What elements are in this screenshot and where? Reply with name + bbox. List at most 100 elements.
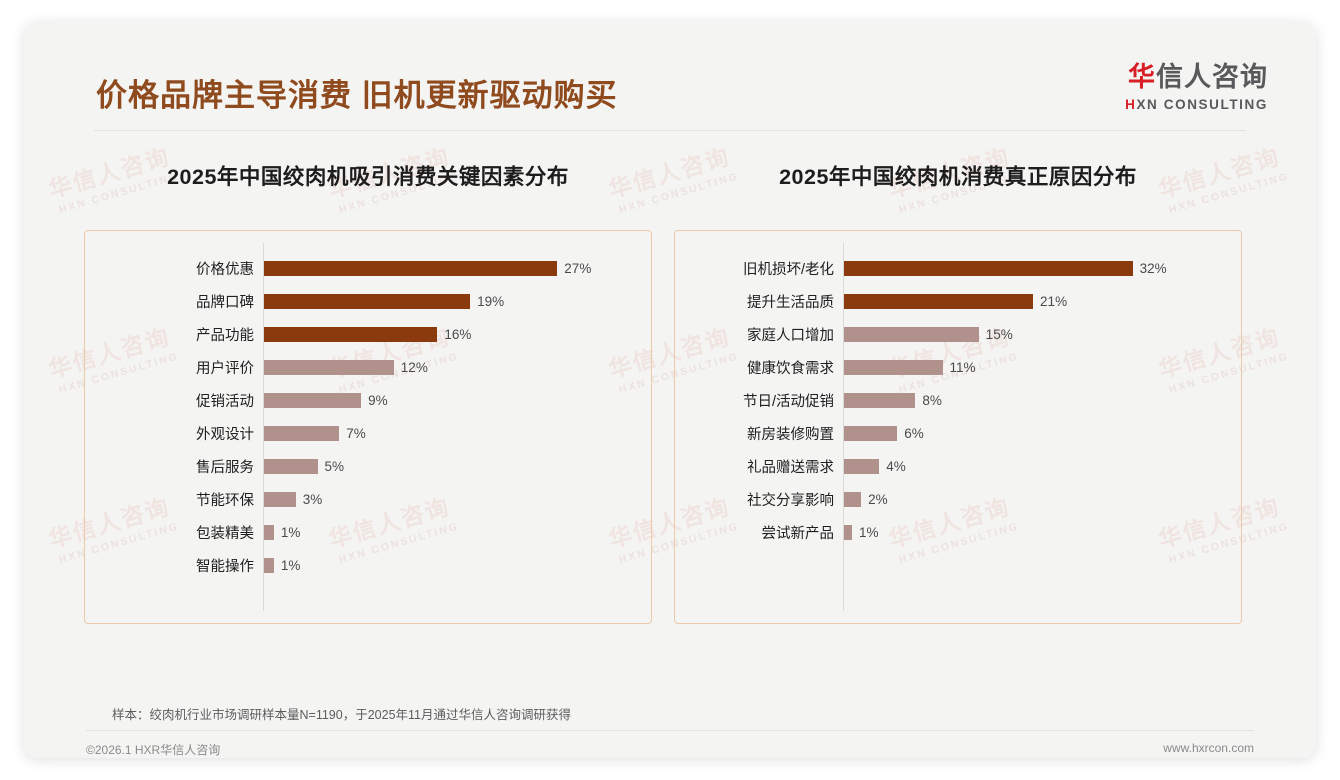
bar-value-label: 19% bbox=[477, 294, 505, 309]
logo-en-prefix: H bbox=[1125, 97, 1137, 112]
bar-category-label: 礼品赠送需求 bbox=[747, 460, 834, 476]
bar-value-label: 12% bbox=[400, 360, 428, 375]
footer-copyright: ©2026.1 HXR华信人咨询 bbox=[86, 743, 221, 757]
bar-track: 4% bbox=[843, 450, 1241, 483]
footer-website: www.hxrcon.com bbox=[1163, 741, 1254, 755]
bar-fill bbox=[263, 492, 296, 507]
footer-divider bbox=[86, 730, 1254, 731]
bar-value-label: 15% bbox=[985, 327, 1013, 342]
bar-row: 新房装修购置 6% bbox=[675, 417, 1241, 450]
bar-category-label: 价格优惠 bbox=[196, 262, 254, 278]
bar-category-label: 品牌口碑 bbox=[196, 295, 254, 311]
bar-category-label: 智能操作 bbox=[196, 559, 254, 575]
bar-track: 2% bbox=[843, 483, 1241, 516]
bar-value-label: 11% bbox=[949, 360, 976, 375]
bar-list-right: 旧机损坏/老化 32% 提升生活品质 21% 家庭人口增加 15% 健康饮食需求 11% 节日/… bbox=[675, 252, 1241, 549]
bar-value-label: 1% bbox=[280, 525, 301, 540]
bar-category-label: 尝试新产品 bbox=[761, 526, 835, 542]
logo-chinese-text: 华信人咨询 bbox=[1125, 64, 1268, 91]
bar-row: 产品功能 16% bbox=[85, 318, 651, 351]
bar-track: 27% bbox=[263, 252, 651, 285]
bar-fill bbox=[263, 327, 438, 342]
bar-row: 外观设计 7% bbox=[85, 417, 651, 450]
chart-panel-left: 2025年中国绞肉机吸引消费关键因素分布 价格优惠 27% 品牌口碑 19% 产品功能 1… bbox=[84, 160, 652, 624]
bar-value-label: 1% bbox=[280, 558, 301, 573]
bar-track: 8% bbox=[843, 384, 1241, 417]
bar-row: 价格优惠 27% bbox=[85, 252, 651, 285]
bar-track: 1% bbox=[263, 549, 651, 582]
logo-cn-prefix: 华 bbox=[1128, 62, 1156, 92]
bar-track: 1% bbox=[263, 516, 651, 549]
bar-value-label: 27% bbox=[564, 261, 592, 276]
bar-track: 16% bbox=[263, 318, 651, 351]
bar-fill bbox=[263, 261, 558, 276]
bar-value-label: 6% bbox=[904, 426, 924, 441]
bar-fill bbox=[263, 360, 394, 375]
bar-category-label: 促销活动 bbox=[196, 394, 254, 410]
bar-track: 12% bbox=[263, 351, 651, 384]
bar-category-label: 旧机损坏/老化 bbox=[742, 262, 834, 278]
bar-category-label: 产品功能 bbox=[196, 328, 254, 344]
bar-track: 9% bbox=[263, 384, 651, 417]
bar-fill bbox=[843, 426, 898, 441]
bar-category-label: 健康饮食需求 bbox=[747, 361, 834, 377]
bar-row: 家庭人口增加 15% bbox=[675, 318, 1241, 351]
bar-category-label: 提升生活品质 bbox=[747, 295, 834, 311]
bar-row: 包装精美 1% bbox=[85, 516, 651, 549]
bar-category-label: 包装精美 bbox=[196, 526, 254, 542]
bar-row: 提升生活品质 21% bbox=[675, 285, 1241, 318]
bar-value-label: 5% bbox=[324, 459, 345, 474]
page-title: 价格品牌主导消费 旧机更新驱动购买 bbox=[96, 78, 618, 113]
bar-value-label: 3% bbox=[302, 492, 323, 507]
bar-track: 11% bbox=[843, 351, 1241, 384]
bar-row: 售后服务 5% bbox=[85, 450, 651, 483]
bar-category-label: 家庭人口增加 bbox=[747, 328, 834, 344]
bar-track: 5% bbox=[263, 450, 651, 483]
bar-track: 21% bbox=[843, 285, 1241, 318]
bar-fill bbox=[843, 261, 1133, 276]
bar-category-label: 社交分享影响 bbox=[747, 493, 834, 509]
bar-fill bbox=[843, 459, 880, 474]
slide-canvas: 华信人咨询 HXN CONSULTING 华信人咨询 HXN CONSULTING 华信… bbox=[24, 22, 1316, 758]
bar-value-label: 32% bbox=[1139, 261, 1167, 276]
bar-row: 节日/活动促销 8% bbox=[675, 384, 1241, 417]
bar-fill bbox=[263, 558, 274, 573]
bar-row: 礼品赠送需求 4% bbox=[675, 450, 1241, 483]
bar-row: 健康饮食需求 11% bbox=[675, 351, 1241, 384]
bar-fill bbox=[843, 360, 943, 375]
bar-list-left: 价格优惠 27% 品牌口碑 19% 产品功能 16% 用户评价 12% 促销活动 9% 外观设计 7%… bbox=[85, 252, 651, 582]
bar-value-label: 7% bbox=[346, 426, 366, 441]
bar-fill bbox=[843, 294, 1034, 309]
bar-category-label: 用户评价 bbox=[196, 361, 254, 377]
logo-english-text: HXN CONSULTING bbox=[1125, 98, 1268, 112]
slide-header: 价格品牌主导消费 旧机更新驱动购买 华信人咨询 HXN CONSULTING bbox=[24, 22, 1316, 131]
bar-row: 促销活动 9% bbox=[85, 384, 651, 417]
bar-fill bbox=[843, 327, 979, 342]
bar-track: 7% bbox=[263, 417, 651, 450]
bar-value-label: 9% bbox=[368, 393, 388, 408]
chart-title-right: 2025年中国绞肉机消费真正原因分布 bbox=[779, 165, 1137, 189]
bar-track: 3% bbox=[263, 483, 651, 516]
logo-cn-rest: 信人咨询 bbox=[1156, 62, 1268, 92]
bar-row: 用户评价 12% bbox=[85, 351, 651, 384]
bar-row: 旧机损坏/老化 32% bbox=[675, 252, 1241, 285]
bar-row: 社交分享影响 2% bbox=[675, 483, 1241, 516]
bar-value-label: 8% bbox=[922, 393, 942, 408]
chart-axis-right bbox=[843, 243, 844, 611]
bar-category-label: 新房装修购置 bbox=[747, 427, 834, 443]
chart-title-left: 2025年中国绞肉机吸引消费关键因素分布 bbox=[167, 165, 569, 189]
bar-track: 6% bbox=[843, 417, 1241, 450]
chart-card-left: 价格优惠 27% 品牌口碑 19% 产品功能 16% 用户评价 12% 促销活动 9% 外观设计 7%… bbox=[84, 230, 652, 624]
sample-footnote: 样本：绞肉机行业市场调研样本量N=1190，于2025年11月通过华信人咨询调研… bbox=[112, 708, 571, 722]
bar-track: 1% bbox=[843, 516, 1241, 549]
bar-fill bbox=[843, 492, 862, 507]
bar-row: 品牌口碑 19% bbox=[85, 285, 651, 318]
bar-track: 15% bbox=[843, 318, 1241, 351]
bar-value-label: 1% bbox=[859, 525, 879, 540]
bar-value-label: 21% bbox=[1040, 294, 1068, 309]
bar-fill bbox=[263, 294, 471, 309]
bar-category-label: 节能环保 bbox=[196, 493, 254, 509]
bar-value-label: 2% bbox=[868, 492, 888, 507]
bar-fill bbox=[263, 459, 318, 474]
bar-row: 节能环保 3% bbox=[85, 483, 651, 516]
